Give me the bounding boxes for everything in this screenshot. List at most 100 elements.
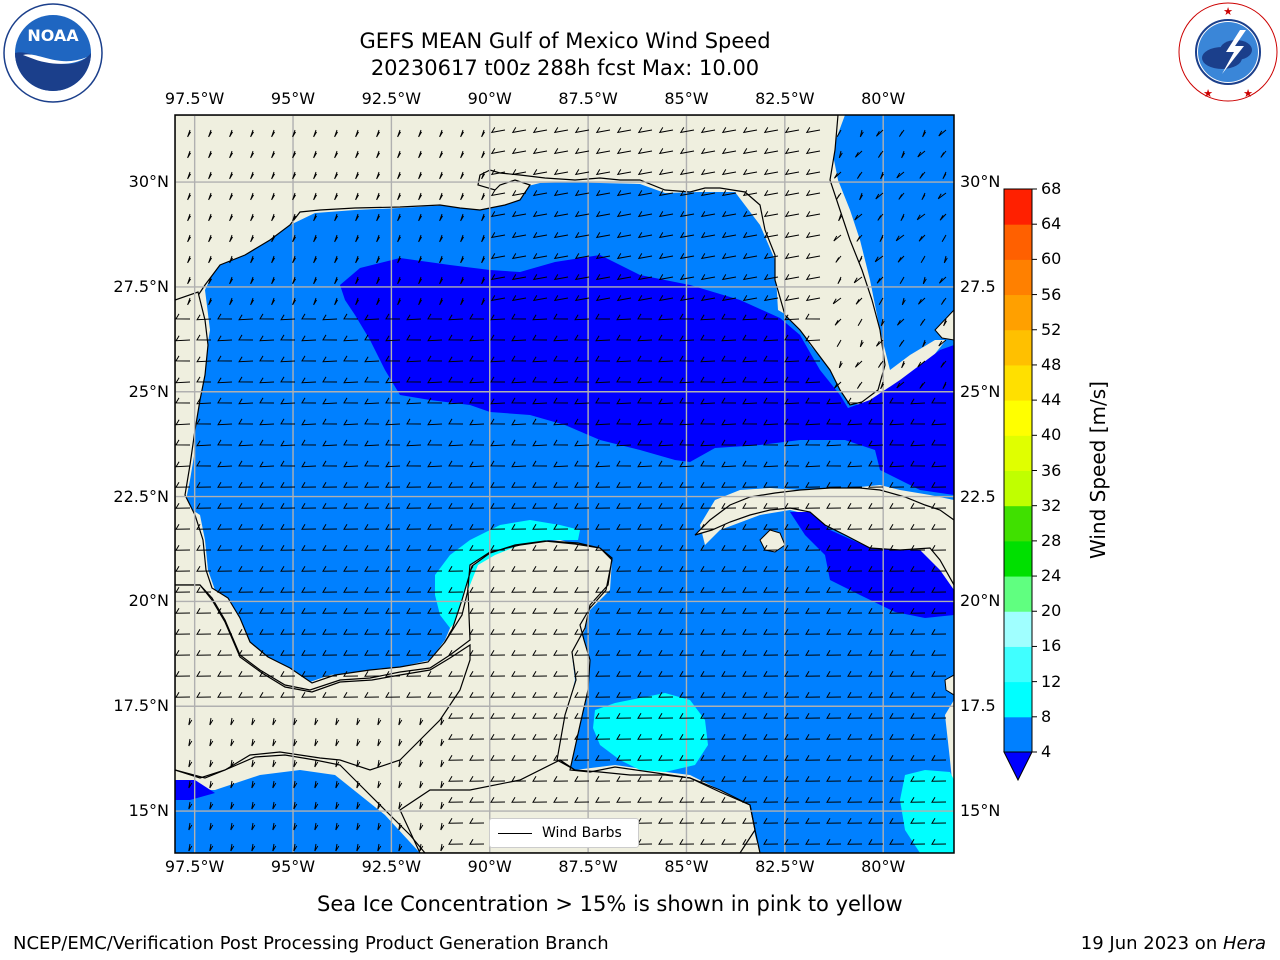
wind-barb [385,544,401,551]
wind-barb [490,523,506,530]
wind-barb [439,213,444,222]
wind-barb [721,190,737,197]
wind-barb [553,544,569,551]
wind-barb [448,356,464,363]
wind-barb [880,171,885,180]
wind-barb [377,738,382,747]
wind-barb [910,544,926,551]
wind-barb [805,544,821,551]
wind-barb [313,234,318,243]
wind-barb [889,796,905,803]
wind-barb [343,461,359,468]
wind-barb [364,670,380,677]
wind-barb [742,440,758,447]
wind-barb [856,171,863,179]
wind-barb [187,129,192,138]
wind-barb [490,440,506,447]
wind-barb [868,544,884,551]
wind-barb [700,211,716,218]
wind-barb [532,169,548,176]
wind-barb [448,502,464,509]
wind-barb [217,419,233,426]
lat-tick-label-right: 27.5 [960,276,996,296]
wind-barb [230,759,235,768]
wind-barb [355,129,360,138]
wind-barb [742,544,758,551]
wind-barb [292,276,297,285]
wind-barb [209,780,214,789]
wind-barb [490,211,506,218]
wind-barb [188,717,193,726]
wind-barb [439,129,444,138]
wind-barb [406,670,422,677]
wind-barb [679,211,695,218]
wind-barb [910,607,926,614]
wind-barb [931,628,947,635]
wind-barb [448,544,464,551]
colorbar [1003,188,1037,782]
wind-barb [679,461,695,468]
wind-barb [385,670,401,677]
wind-barb [910,523,926,530]
wind-barb [229,213,234,222]
wind-barb [658,502,674,509]
wind-barb [574,314,590,321]
wind-barb [238,607,254,614]
wind-barb [364,356,380,363]
wind-barb [448,586,464,593]
wind-barb [196,502,212,509]
lat-tick-label-right: 22.5 [960,486,996,506]
wind-barb [385,607,401,614]
wind-barb [334,213,339,222]
wind-barb [784,775,800,782]
lon-tick-label-top: 82.5°W [755,89,815,108]
wind-barb [259,439,275,446]
wind-barb [406,356,422,363]
wind-barb [700,232,716,239]
wind-barb [637,565,653,572]
wind-barb [469,355,485,362]
wind-barb [217,649,233,656]
wind-barb [196,314,212,321]
wind-barb [763,127,779,134]
wind-barb [637,607,653,614]
wind-barb [847,628,863,635]
wind-barb [196,607,212,614]
wind-barb [175,565,191,572]
wind-barb [595,313,611,320]
wind-barb [335,801,340,810]
wind-barb [439,192,444,201]
wind-barb [322,586,338,593]
wind-barb [175,523,191,530]
lat-tick-label-right: 17.5 [960,696,996,716]
wind-barb [376,234,381,243]
wind-barb [679,628,695,635]
wind-barb [406,314,422,321]
wind-barb [553,733,569,740]
wind-barb [922,276,927,285]
wind-barb [259,691,275,698]
wind-barb [230,801,235,810]
wind-barb [419,717,424,726]
wind-barb [460,129,465,138]
wind-barb [784,314,800,321]
wind-barb [356,738,361,747]
wind-barb [847,397,863,404]
wind-barb [280,440,296,447]
wind-barb [406,565,422,572]
wind-barb [784,607,800,614]
wind-barb [314,822,319,831]
colorbar-tick-label: 28 [1041,530,1062,550]
wind-barb [469,313,485,320]
wind-barb [175,439,191,446]
wind-barb [910,691,926,698]
land-belize-coast [574,769,761,853]
wind-barb [259,502,275,509]
wind-barb [637,419,653,426]
wind-barb [385,691,401,698]
wind-barb [469,397,485,404]
wind-barb [427,313,443,320]
wind-barb [553,481,569,488]
wind-barb [385,565,401,572]
wind-barb [595,712,611,719]
